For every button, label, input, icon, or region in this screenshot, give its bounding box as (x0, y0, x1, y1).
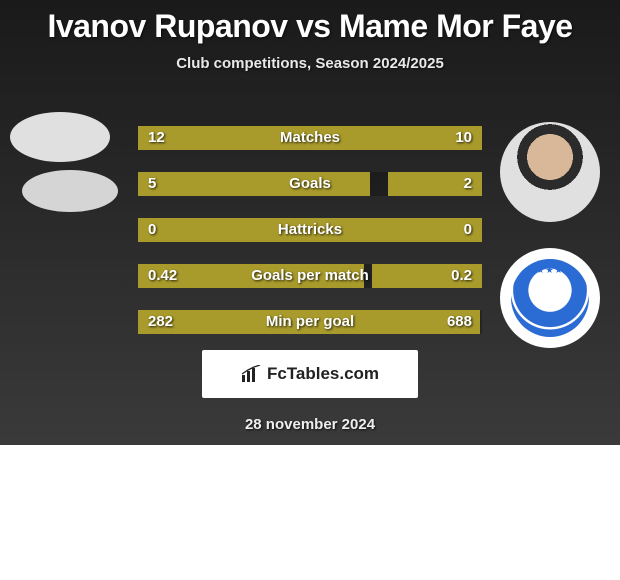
comparison-card: Ivanov Rupanov vs Mame Mor Faye Club com… (0, 0, 620, 445)
title: Ivanov Rupanov vs Mame Mor Faye (0, 0, 620, 45)
player2-club-badge (500, 248, 600, 348)
brand-text: FcTables.com (267, 364, 379, 384)
player1-avatar (10, 112, 110, 162)
stat-row: 1210Matches (138, 126, 482, 150)
stat-label: Hattricks (138, 218, 482, 242)
stat-row: 00Hattricks (138, 218, 482, 242)
stat-row: 52Goals (138, 172, 482, 196)
brand-badge[interactable]: FcTables.com (202, 350, 418, 398)
stat-label: Min per goal (138, 310, 482, 334)
stat-label: Matches (138, 126, 482, 150)
chart-icon (241, 365, 261, 383)
stat-label: Goals (138, 172, 482, 196)
club-crest-icon (511, 259, 589, 337)
player1-club-badge (22, 170, 118, 212)
player2-avatar (500, 122, 600, 222)
stat-row: 282688Min per goal (138, 310, 482, 334)
date-label: 28 november 2024 (0, 416, 620, 433)
stat-label: Goals per match (138, 264, 482, 288)
stat-bars: 1210Matches 52Goals 00Hattricks 0.420.2Goal… (138, 126, 482, 356)
subtitle: Club competitions, Season 2024/2025 (0, 55, 620, 72)
stat-row: 0.420.2Goals per match (138, 264, 482, 288)
